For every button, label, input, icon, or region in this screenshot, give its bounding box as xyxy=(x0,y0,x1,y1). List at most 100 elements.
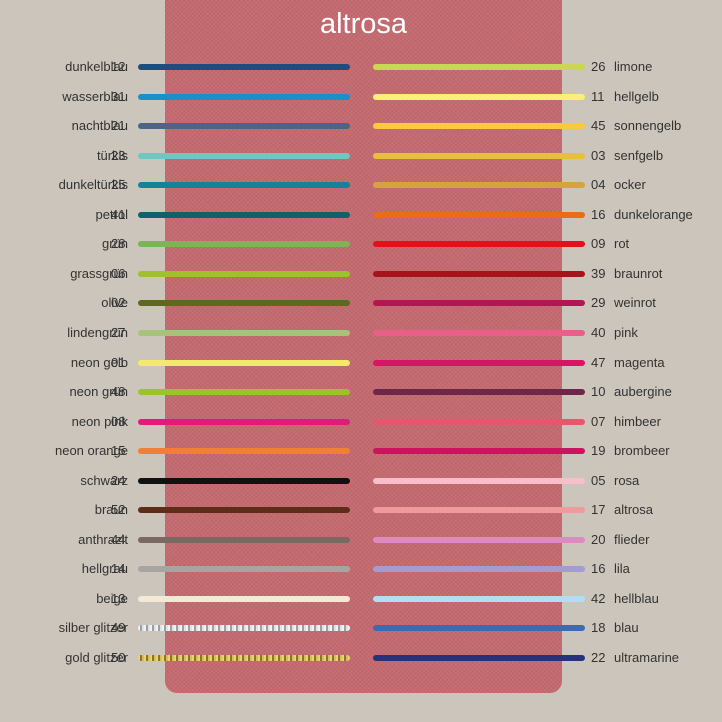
color-row: neon pink 08 xyxy=(0,411,355,433)
color-number: 20 xyxy=(591,531,606,547)
color-number: 16 xyxy=(591,561,606,577)
cord-swatch xyxy=(138,359,350,366)
cord-swatch xyxy=(373,536,585,543)
color-name: grassgrün xyxy=(70,265,128,281)
color-name: braunrot xyxy=(614,265,663,281)
cord-swatch xyxy=(373,418,585,425)
color-row: gold glitzer 50 xyxy=(0,647,355,669)
color-number: 10 xyxy=(591,384,606,400)
color-number: 39 xyxy=(591,265,606,281)
color-number: 18 xyxy=(591,620,606,636)
cord-swatch xyxy=(138,123,350,130)
cord-swatch xyxy=(373,300,585,307)
color-row: flieder 20 xyxy=(365,529,722,551)
cord-swatch xyxy=(373,123,585,130)
cord-swatch xyxy=(138,625,350,632)
cord-swatch xyxy=(138,241,350,248)
color-number: 04 xyxy=(591,177,606,193)
cord-swatch xyxy=(138,418,350,425)
color-row: lindengrün 27 xyxy=(0,322,355,344)
color-row: hellgelb 11 xyxy=(365,86,722,108)
cord-swatch xyxy=(138,329,350,336)
cord-swatch xyxy=(373,448,585,455)
color-row: magenta 47 xyxy=(365,352,722,374)
cord-swatch xyxy=(138,152,350,159)
color-number: 09 xyxy=(591,236,606,252)
color-number: 40 xyxy=(591,324,606,340)
color-name: himbeer xyxy=(614,413,661,429)
color-name: flieder xyxy=(614,531,650,547)
color-name: braun xyxy=(94,502,128,518)
color-row: grassgrün 06 xyxy=(0,263,355,285)
color-row: nachtblau 21 xyxy=(0,115,355,137)
color-number: 28 xyxy=(111,236,126,252)
color-number: 45 xyxy=(591,118,606,134)
color-row: dunkelorange 16 xyxy=(365,204,722,226)
color-row: neon grün 48 xyxy=(0,381,355,403)
color-name: altrosa xyxy=(614,502,654,518)
color-number: 07 xyxy=(591,413,606,429)
cord-swatch xyxy=(373,329,585,336)
color-name: grün xyxy=(101,236,128,252)
cord-swatch xyxy=(373,655,585,661)
cord-swatch xyxy=(373,64,585,70)
color-number: 27 xyxy=(111,324,126,340)
color-name: lindengrün xyxy=(67,324,128,340)
color-row: sonnengelb 45 xyxy=(365,115,722,137)
cord-swatch xyxy=(138,566,350,573)
color-name: lila xyxy=(614,561,630,577)
color-row: olive 02 xyxy=(0,292,355,314)
cord-swatch xyxy=(373,566,585,573)
color-number: 15 xyxy=(111,443,126,459)
color-number: 42 xyxy=(591,590,606,606)
color-row: aubergine 10 xyxy=(365,381,722,403)
color-name: rosa xyxy=(614,472,640,488)
color-row: braun 52 xyxy=(0,499,355,521)
color-name: silber glitzer xyxy=(58,620,128,636)
color-name: neon pink xyxy=(71,413,128,429)
cord-swatch xyxy=(138,448,350,455)
cord-swatch xyxy=(138,477,350,484)
color-row: dunkelblau 12 xyxy=(0,56,355,78)
color-row: silber glitzer 49 xyxy=(0,617,355,639)
color-number: 52 xyxy=(111,502,126,518)
color-name: hellblau xyxy=(614,590,659,606)
color-name: nachtblau xyxy=(71,118,128,134)
color-row: lila 16 xyxy=(365,558,722,580)
color-number: 19 xyxy=(591,443,606,459)
color-row: türkis 23 xyxy=(0,145,355,167)
color-row: wasserblau 31 xyxy=(0,86,355,108)
color-number: 47 xyxy=(591,354,606,370)
color-number: 16 xyxy=(591,206,606,222)
color-row: ultramarine 22 xyxy=(365,647,722,669)
color-name: senfgelb xyxy=(614,147,664,163)
color-number: 44 xyxy=(111,531,126,547)
color-number: 41 xyxy=(111,206,126,222)
color-name: neon orange xyxy=(54,443,128,459)
cord-swatch xyxy=(138,211,350,218)
color-row: neon gelb 01 xyxy=(0,352,355,374)
cord-swatch xyxy=(138,389,350,396)
color-name: neon gelb xyxy=(70,354,128,370)
cord-swatch xyxy=(373,270,585,277)
color-number: 26 xyxy=(591,59,606,74)
color-number: 12 xyxy=(111,59,126,74)
color-name: dunkeltürkis xyxy=(58,177,128,193)
cord-swatch xyxy=(138,655,350,661)
color-number: 11 xyxy=(591,88,605,104)
fabric-swatch-panel xyxy=(165,0,562,693)
color-number: 13 xyxy=(111,590,126,606)
color-number: 24 xyxy=(111,472,126,488)
color-number: 31 xyxy=(111,88,126,104)
color-name: olive xyxy=(101,295,128,311)
color-number: 02 xyxy=(111,295,126,311)
color-row: ocker 04 xyxy=(365,174,722,196)
cord-swatch xyxy=(138,536,350,543)
cord-swatch xyxy=(373,182,585,189)
color-name: weinrot xyxy=(614,295,656,311)
cord-swatch xyxy=(373,507,585,514)
color-name: brombeer xyxy=(614,443,670,459)
color-name: dunkelblau xyxy=(65,59,128,74)
cord-swatch xyxy=(138,300,350,307)
color-name: anthrazit xyxy=(78,531,128,547)
